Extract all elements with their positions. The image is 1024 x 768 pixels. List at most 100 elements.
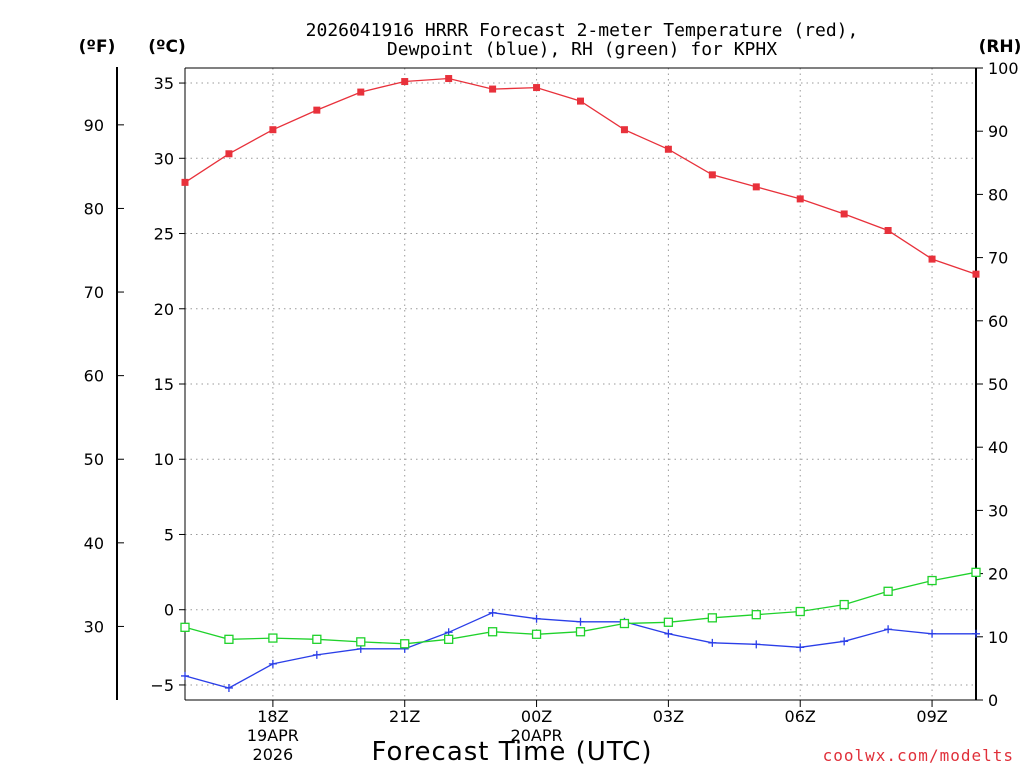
rh-point (707, 613, 717, 623)
rh-point (839, 599, 849, 610)
temperature-point (357, 88, 365, 96)
x-tick-label: 06Z (785, 707, 816, 726)
temperature-point (664, 145, 672, 153)
rh-tick-label: 0 (988, 691, 998, 710)
tick-labels: 35302520151050−5908070605040301009080706… (84, 59, 1019, 764)
rh-unit-label: (RH) (979, 37, 1022, 57)
rh-tick-label: 60 (988, 312, 1008, 331)
rh-tick-label: 70 (988, 249, 1008, 268)
rh-tick-label: 90 (988, 122, 1008, 141)
rh-point (751, 610, 761, 620)
chart-title-line-1: 2026041916 HRRR Forecast 2-meter Tempera… (306, 20, 859, 41)
rh-point (531, 629, 542, 639)
dewpoint-point (576, 617, 585, 626)
fahrenheit-tick-label: 50 (84, 450, 104, 469)
rh-point (575, 627, 586, 637)
fahrenheit-tick-label: 70 (84, 283, 104, 302)
dewpoint-point (488, 608, 497, 617)
temperature-point (884, 227, 892, 235)
source-credit: coolwx.com/modelts (823, 746, 1014, 765)
celsius-tick-label: 5 (164, 525, 174, 544)
rh-point (400, 639, 410, 649)
temperature-point (533, 84, 541, 92)
rh-point (663, 617, 674, 627)
rh-tick-label: 40 (988, 438, 1008, 457)
series-temperature (181, 75, 980, 278)
dewpoint-point (928, 629, 937, 638)
celsius-tick-label: 10 (154, 450, 174, 469)
temperature-point (181, 178, 189, 186)
temperature-point (489, 85, 497, 93)
dewpoint-point (181, 671, 189, 680)
temperature-point (708, 171, 716, 179)
fahrenheit-tick-label: 80 (84, 199, 104, 218)
grid-lines (185, 68, 976, 700)
temperature-point (840, 210, 848, 218)
fahrenheit-tick-label: 60 (84, 367, 104, 386)
temperature-point (928, 255, 936, 263)
rh-point (927, 575, 937, 586)
dewpoint-point (708, 638, 717, 647)
celsius-unit-label: (ºC) (148, 37, 186, 57)
axes (116, 67, 983, 707)
temperature-point (972, 270, 980, 278)
x-tick-label: 21Z (389, 707, 420, 726)
temperature-point (620, 126, 628, 134)
celsius-tick-label: −5 (150, 676, 174, 695)
temperature-point (796, 195, 804, 203)
x-tick-label: 18Z (257, 707, 288, 726)
dewpoint-point (664, 629, 673, 638)
dewpoint-point (224, 683, 233, 692)
rh-tick-label: 80 (988, 185, 1008, 204)
rh-tick-label: 100 (988, 59, 1019, 78)
temperature-point (401, 78, 409, 86)
fahrenheit-tick-label: 40 (84, 534, 104, 553)
celsius-tick-label: 0 (164, 601, 174, 620)
x-tick-label: 20APR (511, 726, 563, 745)
temperature-point (269, 126, 277, 134)
rh-point (356, 637, 366, 647)
rh-point (619, 618, 630, 629)
x-tick-label: 03Z (653, 707, 684, 726)
dewpoint-point (752, 640, 761, 649)
temperature-point (313, 106, 321, 114)
data-series (180, 75, 981, 692)
rh-point (795, 606, 805, 617)
x-tick-label: 09Z (916, 707, 947, 726)
series-rh (180, 567, 981, 649)
rh-point (224, 634, 234, 644)
dewpoint-point (796, 643, 805, 652)
celsius-tick-label: 15 (154, 375, 174, 394)
dewpoint-point (884, 625, 893, 634)
rh-point (268, 633, 278, 643)
x-tick-label: 2026 (253, 745, 294, 764)
rh-point (180, 622, 190, 632)
dewpoint-point (532, 614, 541, 623)
rh-point (312, 634, 322, 644)
celsius-tick-label: 30 (154, 149, 174, 168)
rh-tick-label: 20 (988, 565, 1008, 584)
dewpoint-point (972, 629, 980, 638)
celsius-tick-label: 25 (154, 225, 174, 244)
series-dewpoint (181, 608, 980, 692)
temperature-line (184, 77, 977, 275)
temperature-point (225, 150, 233, 158)
fahrenheit-unit-label: (ºF) (79, 37, 116, 57)
x-tick-label: 19APR (247, 726, 299, 745)
rh-point (971, 567, 981, 577)
fahrenheit-tick-label: 30 (84, 617, 104, 636)
x-axis-label: Forecast Time (UTC) (371, 737, 652, 767)
temperature-point (445, 75, 453, 83)
rh-tick-label: 10 (988, 628, 1008, 647)
rh-point (444, 634, 454, 644)
rh-tick-label: 30 (988, 501, 1008, 520)
celsius-tick-label: 20 (154, 300, 174, 319)
rh-point (487, 627, 498, 637)
rh-point (883, 586, 893, 596)
temperature-point (577, 97, 584, 105)
dewpoint-point (268, 659, 277, 668)
x-tick-label: 00Z (521, 707, 552, 726)
fahrenheit-tick-label: 90 (84, 116, 104, 135)
rh-tick-label: 50 (988, 375, 1008, 394)
